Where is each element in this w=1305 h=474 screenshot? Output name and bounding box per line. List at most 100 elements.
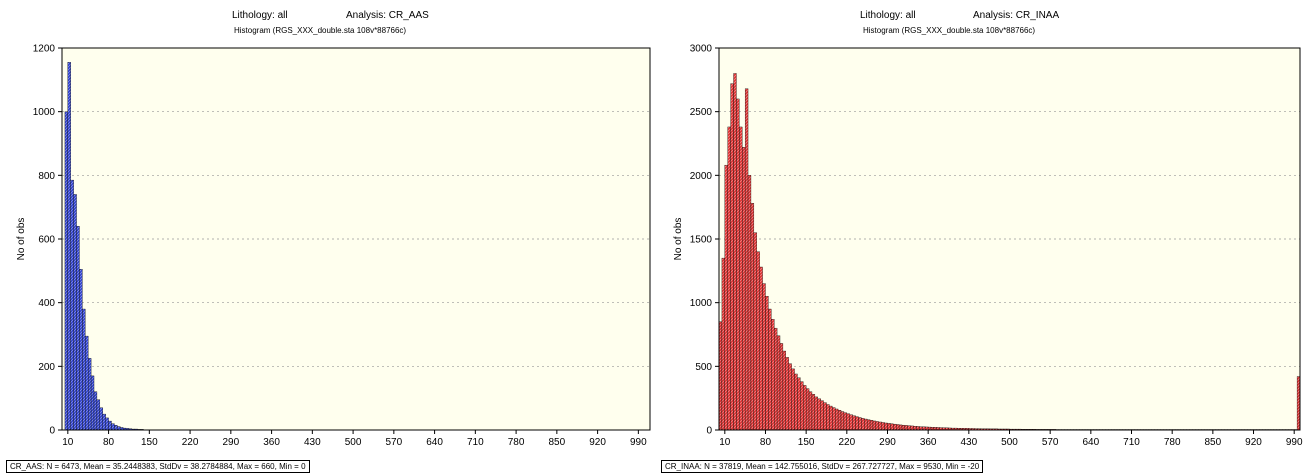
histogram-bar — [114, 425, 118, 431]
x-tick-label: 360 — [920, 437, 937, 448]
histogram-bar — [803, 385, 807, 431]
x-tick-label: 430 — [960, 437, 977, 448]
histogram-bar — [76, 226, 80, 431]
histogram-bar — [105, 417, 109, 431]
x-tick-label: 570 — [1042, 437, 1059, 448]
histogram-bar — [832, 407, 836, 431]
chart-subtitle: Histogram (RGS_XXX_double.sta 108v*88766… — [234, 26, 407, 35]
histogram-bar — [820, 400, 824, 431]
histogram-bar — [797, 377, 801, 431]
histogram-bar — [82, 308, 86, 431]
histogram-plot: 0 500 1000 1500 2000 2500 3000 10 80 150 220 290 360… — [673, 44, 1303, 449]
y-tick-label: 1200 — [33, 44, 56, 55]
histogram-bar — [878, 421, 882, 431]
histogram-bar — [782, 350, 786, 431]
histogram-bar — [102, 413, 106, 431]
x-tick-label: 640 — [1082, 437, 1099, 448]
histogram-bar — [99, 407, 103, 431]
x-tick-label: 710 — [467, 437, 484, 448]
histogram-bar — [753, 232, 757, 431]
histogram-bar — [893, 423, 897, 431]
x-tick-label: 920 — [589, 437, 606, 448]
histogram-bar — [70, 179, 74, 431]
histogram-bar — [913, 426, 917, 431]
histogram-bar — [817, 398, 821, 431]
histogram-bar — [67, 62, 71, 431]
stats-box: CR_INAA: N = 37819, Mean = 142.755016, S… — [661, 460, 984, 473]
x-tick-label: 640 — [426, 437, 443, 448]
x-tick-label: 290 — [222, 437, 239, 448]
histogram-bar — [785, 357, 789, 431]
x-tick-label: 80 — [103, 437, 115, 448]
histogram-bar — [823, 402, 827, 431]
plot-area — [61, 47, 651, 431]
histogram-bar — [747, 175, 752, 431]
histogram-bar — [835, 408, 839, 431]
x-tick-label: 500 — [1001, 437, 1018, 448]
histogram-bar — [774, 327, 778, 431]
histogram-bar — [861, 418, 865, 431]
histogram-bar — [881, 422, 885, 431]
histogram-bar — [794, 373, 798, 431]
x-tick-label: 10 — [719, 437, 731, 448]
y-axis-label: No of obs — [673, 218, 684, 261]
x-tick-label: 150 — [798, 437, 815, 448]
histogram-bar — [727, 126, 731, 431]
plot-frame — [718, 47, 1301, 431]
histogram-bar — [872, 420, 877, 431]
histogram-bar — [884, 422, 888, 431]
histogram-bar — [898, 424, 903, 431]
y-tick-label: 1500 — [690, 235, 713, 246]
histogram-bar — [907, 425, 911, 431]
stats-box: CR_AAS: N = 6473, Mean = 35.2448383, Std… — [6, 460, 310, 473]
histogram-bar — [73, 194, 77, 431]
x-tick-label: 850 — [1205, 437, 1222, 448]
histogram-bar — [733, 73, 737, 431]
x-tick-label: 430 — [304, 437, 321, 448]
histogram-bar — [762, 283, 766, 431]
histogram-bar — [846, 413, 850, 431]
y-tick-label: 0 — [49, 426, 55, 437]
x-tick-label: 80 — [760, 437, 772, 448]
histogram-bar — [814, 396, 818, 431]
histogram-bar — [776, 335, 781, 431]
histogram-bar — [788, 363, 792, 431]
histogram-bar — [779, 343, 784, 431]
histogram-bar — [742, 147, 746, 431]
y-tick-label: 1000 — [33, 107, 56, 118]
histogram-bar — [111, 423, 115, 431]
plot-frame — [61, 47, 651, 431]
histogram-bar — [866, 419, 871, 431]
histogram-bar — [805, 388, 810, 431]
chart-title-analysis: Analysis: CR_INAA — [973, 10, 1060, 21]
histogram-bar — [724, 164, 728, 431]
histogram-bar — [840, 411, 845, 431]
y-tick-label: 600 — [38, 235, 55, 246]
x-tick-label: 710 — [1123, 437, 1140, 448]
y-tick-label: 1000 — [690, 298, 713, 309]
histogram-plot: 0 200 400 600 800 1000 1200 10 80 150 220 290 360 430… — [16, 44, 651, 448]
histogram-bar — [750, 203, 755, 431]
histogram-bar — [800, 381, 804, 431]
histogram-bar — [858, 417, 862, 431]
x-tick-label: 150 — [141, 437, 158, 448]
y-tick-label: 800 — [38, 171, 55, 182]
histogram-bar — [852, 415, 856, 431]
x-tick-label: 360 — [263, 437, 280, 448]
histogram-bar — [887, 423, 891, 431]
chart-title-analysis: Analysis: CR_AAS — [346, 10, 429, 21]
x-tick-label: 780 — [508, 437, 525, 448]
y-tick-label: 2000 — [690, 171, 713, 182]
histogram-bar — [904, 425, 908, 431]
histogram-bar — [88, 358, 92, 431]
histogram-bar — [736, 98, 740, 431]
histogram-bar — [829, 405, 833, 431]
y-tick-label: 3000 — [690, 44, 713, 55]
histogram-bar — [849, 414, 853, 431]
histogram-cr-inaa: Lithology: all Analysis: CR_INAA Histogr… — [655, 0, 1305, 474]
histogram-bar — [808, 391, 813, 431]
histogram-bar — [759, 266, 763, 431]
histogram-bar — [79, 269, 83, 431]
x-tick-label: 920 — [1245, 437, 1262, 448]
histogram-bar — [93, 391, 98, 431]
